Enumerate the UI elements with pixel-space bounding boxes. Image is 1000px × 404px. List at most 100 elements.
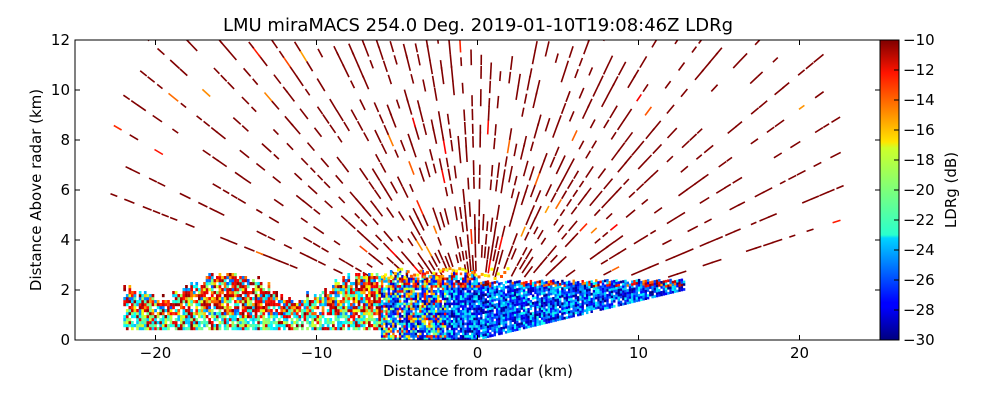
cloud-cell (408, 278, 410, 281)
cloud-cell (319, 294, 322, 297)
cloud-cell (663, 293, 665, 296)
cloud-cell (516, 303, 518, 306)
cloud-cell (244, 309, 247, 312)
cloud-cell (458, 267, 461, 270)
cloud-cell (453, 300, 455, 303)
cloud-cell (198, 303, 201, 306)
cloud-cell (123, 297, 126, 300)
cloud-cell (494, 281, 496, 284)
cloud-cell (455, 318, 457, 321)
cloud-cell (449, 278, 451, 281)
cloud-cell (433, 275, 435, 278)
cloud-cell (214, 306, 217, 309)
cloud-cell (550, 300, 552, 303)
cloud-cell (131, 303, 134, 306)
cloud-cell (487, 335, 489, 338)
cloud-cell (543, 292, 545, 295)
cloud-cell (373, 321, 376, 324)
cloud-cell (211, 279, 214, 282)
cloud-cell (437, 295, 439, 298)
cloud-cell (188, 297, 191, 300)
cloud-cell (498, 290, 500, 293)
cloud-cell (451, 278, 453, 281)
cloud-cell (319, 321, 322, 324)
cloud-cell (512, 289, 514, 292)
cloud-cell (368, 327, 371, 330)
cloud-cell (602, 283, 604, 286)
cloud-cell (224, 279, 227, 282)
noise-mark (814, 162, 822, 166)
noise-mark (376, 235, 382, 241)
cloud-cell (368, 297, 371, 300)
cloud-cell (260, 327, 263, 330)
cloud-cell (491, 329, 493, 332)
cloud-cell (224, 300, 227, 303)
noise-mark (324, 182, 330, 188)
chart-title: LMU miraMACS 254.0 Deg. 2019-01-10T19:08… (223, 15, 733, 36)
cloud-cell (464, 298, 466, 301)
cloud-cell (203, 300, 206, 303)
noise-mark (438, 250, 443, 260)
cloud-cell (293, 321, 296, 324)
noise-mark (687, 184, 696, 191)
cloud-cell (340, 327, 343, 330)
cloud-cell (586, 311, 588, 314)
cloud-cell (491, 319, 493, 322)
cloud-cell (385, 288, 387, 291)
cloud-cell (485, 316, 487, 319)
cloud-cell (426, 328, 428, 331)
cloud-cell (584, 287, 586, 290)
cloud-cell (407, 270, 410, 273)
cloud-cell (394, 303, 396, 306)
noise-mark (360, 100, 365, 111)
noise-mark (562, 170, 568, 181)
cloud-cell (543, 302, 545, 305)
cloud-cell (566, 286, 568, 289)
cloud-cell (342, 309, 345, 312)
cloud-cell (586, 301, 588, 304)
cloud-cell (242, 279, 245, 282)
cloud-cell (413, 285, 415, 288)
cloud-cell (579, 313, 581, 316)
noise-mark (153, 116, 162, 122)
cloud-cell (311, 309, 314, 312)
noise-mark (541, 238, 545, 245)
cloud-cell (388, 313, 390, 316)
cloud-cell (159, 318, 162, 321)
noise-mark (569, 46, 573, 57)
colorbar-ticks: −10−12−14−16−18−20−22−24−26−28−30 (894, 31, 935, 349)
noise-mark (763, 242, 773, 245)
noise-mark (486, 234, 487, 245)
cloud-cell (437, 333, 439, 336)
noise-mark (491, 218, 493, 232)
noise-mark (471, 229, 472, 244)
noise-mark (602, 96, 608, 107)
cloud-cell (469, 285, 471, 288)
cloud-cell (609, 306, 611, 309)
cloud-cell (453, 330, 455, 333)
cloud-cell (301, 300, 304, 303)
cloud-cell (431, 325, 433, 328)
cloud-cell (674, 283, 676, 286)
cloud-cell (358, 297, 361, 300)
cloud-cell (345, 297, 348, 300)
cloud-cell (247, 285, 250, 288)
cloud-cell (591, 305, 593, 308)
cloud-cell (498, 300, 500, 303)
noise-mark (216, 132, 225, 139)
cloud-cell (548, 281, 550, 284)
cloud-cell (286, 315, 289, 318)
cloud-cell (242, 285, 245, 288)
cloud-cell (335, 306, 338, 309)
cloud-cell (491, 304, 493, 307)
cloud-cell (431, 315, 433, 318)
cloud-cell (360, 276, 363, 279)
cloud-cell (360, 315, 363, 318)
cloud-cell (476, 298, 478, 301)
cloud-cell (358, 303, 361, 306)
cloud-cell (327, 318, 330, 321)
cloud-cell (464, 295, 466, 298)
noise-mark (830, 152, 840, 157)
cloud-cell (444, 295, 446, 298)
noise-mark (295, 42, 301, 51)
